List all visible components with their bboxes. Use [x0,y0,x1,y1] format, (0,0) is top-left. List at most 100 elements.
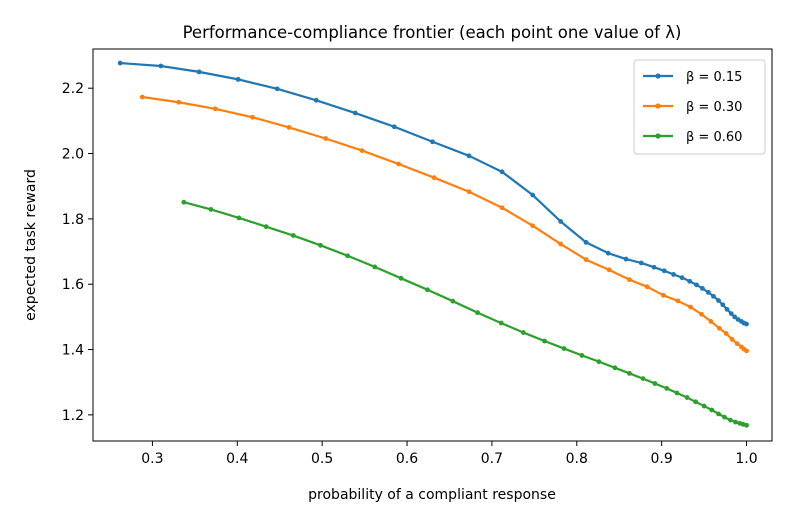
data-point [716,298,721,303]
data-point [694,282,699,288]
data-point [605,250,611,256]
x-tick-label: 0.3 [141,451,163,467]
data-point [425,287,430,293]
data-point [744,348,749,354]
legend-item: β = 0.60 [643,130,742,145]
data-point [744,422,749,428]
legend-swatch-marker [655,103,661,109]
data-point [372,264,378,270]
x-tick-label: 0.6 [396,451,418,467]
data-point [520,330,526,335]
data-point [396,161,401,167]
chart-title: Performance-compliance frontier (each po… [183,23,682,42]
data-point [688,304,693,310]
data-point [627,370,632,376]
data-point [708,319,714,324]
data-point [313,97,319,103]
data-point [158,63,164,69]
data-point [661,268,667,274]
x-tick-label: 0.9 [651,451,673,467]
data-point [196,69,202,75]
data-point [250,114,255,120]
data-point [530,192,536,198]
legend-label: β = 0.60 [686,130,742,145]
x-axis: 0.3 0.4 0.5 0.6 0.7 0.8 0.9 1.0 [141,441,758,467]
data-point [323,136,328,141]
x-tick-label: 0.5 [311,451,333,467]
y-tick-label: 1.4 [62,343,84,359]
data-point [644,284,650,290]
y-axis-label: expected task reward [23,169,39,321]
data-point [684,395,690,400]
data-point [431,175,437,181]
data-point [181,199,187,205]
legend-swatch-marker [655,133,661,139]
plot-area [117,60,749,428]
data-point [711,293,716,299]
data-point [640,376,646,382]
data-point [466,153,472,159]
data-point [716,411,721,417]
data-point [359,148,365,153]
x-tick-label: 0.4 [226,451,248,467]
data-point [652,381,658,386]
data-point [450,298,456,304]
data-point [671,272,676,277]
data-point [290,233,296,238]
legend-item: β = 0.30 [643,100,742,115]
legend-label: β = 0.30 [686,100,742,115]
data-point [558,219,564,224]
y-tick-label: 2.2 [62,81,84,97]
data-point [687,278,693,284]
data-point [720,302,726,308]
axes-frame [92,48,773,442]
data-point [716,325,722,331]
data-point [728,311,734,316]
data-point [744,321,749,327]
data-point [274,86,280,92]
data-point [700,286,705,291]
y-tick-label: 1.8 [62,212,84,228]
data-point [709,407,715,413]
data-point [660,292,666,298]
data-point [674,390,680,396]
data-point [724,306,730,312]
data-point [679,275,685,281]
data-point [596,359,602,365]
x-tick-label: 0.7 [481,451,503,467]
data-point [699,311,704,317]
data-point [466,189,472,195]
series-3 [181,199,749,428]
data-point [664,386,670,391]
legend-swatch-marker [655,73,661,79]
legend-item: β = 0.15 [643,70,742,85]
data-point [263,224,269,230]
data-point [391,124,397,130]
data-point [728,417,733,423]
data-point [733,419,738,425]
x-axis-label: probability of a compliant response [308,487,556,503]
data-point [398,275,404,281]
y-tick-label: 2.0 [62,147,84,163]
data-point [139,94,145,100]
data-point [499,169,505,175]
data-point [729,337,735,342]
legend-box [633,59,766,155]
data-point [583,257,589,263]
data-point [530,223,536,229]
data-point [499,205,505,211]
legend-label: β = 0.15 [686,70,742,85]
data-point [558,241,564,247]
data-point [723,331,729,336]
data-point [212,106,218,112]
data-point [638,260,644,266]
data-point [623,256,629,262]
y-tick-label: 1.2 [62,408,84,424]
legend: β = 0.15 β = 0.30 β = 0.60 [633,59,766,155]
y-tick-label: 1.6 [62,277,84,293]
data-point [722,414,727,420]
data-point [612,365,618,371]
data-point [583,239,589,245]
data-point [176,99,182,105]
